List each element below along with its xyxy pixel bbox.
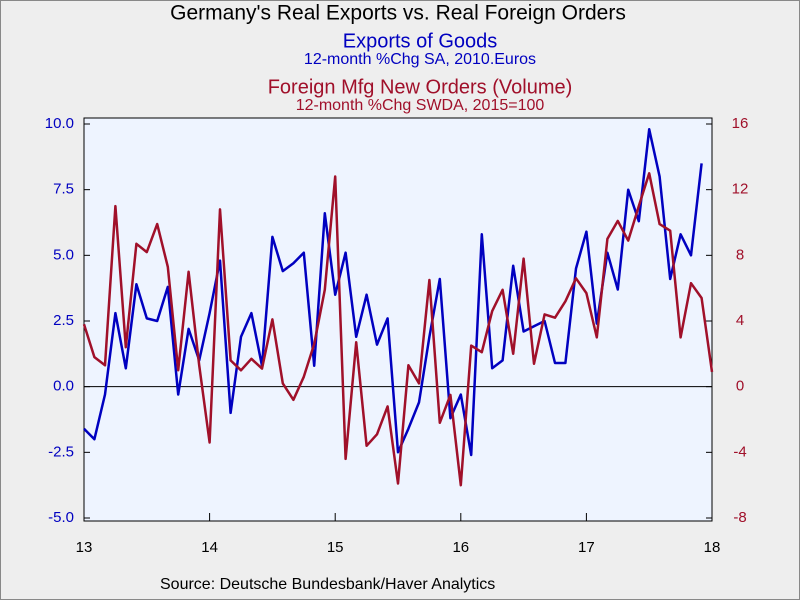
y2-tick-label: 4 <box>736 312 744 329</box>
x-tick-label: 16 <box>452 539 469 556</box>
y2-tick-label: 16 <box>732 115 749 132</box>
subtitle: Foreign Mfg New Orders (Volume) <box>268 76 573 98</box>
chart-title: Germany's Real Exports vs. Real Foreign … <box>170 2 626 25</box>
x-tick-label: 17 <box>578 539 595 556</box>
subtitle: 12-month %Chg SWDA, 2015=100 <box>296 97 545 114</box>
y-tick-label: 10.0 <box>45 115 74 132</box>
x-tick-label: 14 <box>201 539 218 556</box>
source: Source: Deutsche Bundesbank/Haver Analyt… <box>160 576 495 593</box>
y-tick-label: -2.5 <box>48 443 74 460</box>
y2-tick-label: 12 <box>732 181 749 198</box>
subtitle: 12-month %Chg SA, 2010.Euros <box>304 51 536 68</box>
plot-area <box>83 117 713 522</box>
y-tick-label: 7.5 <box>53 181 74 198</box>
y-tick-label: 0.0 <box>53 378 74 395</box>
y-tick-label: 5.0 <box>53 246 74 263</box>
y-tick-label: 2.5 <box>53 312 74 329</box>
y2-tick-label: -4 <box>733 443 746 460</box>
series-line <box>82 172 714 487</box>
y-tick-label: -5.0 <box>48 509 74 526</box>
x-tick-label: 18 <box>704 539 721 556</box>
subtitle: Exports of Goods <box>343 30 498 52</box>
y2-tick-label: 8 <box>736 246 744 263</box>
x-tick-label: 13 <box>76 539 93 556</box>
y2-tick-label: 0 <box>736 378 744 395</box>
x-tick-label: 15 <box>327 539 344 556</box>
y2-tick-label: -8 <box>733 509 746 526</box>
